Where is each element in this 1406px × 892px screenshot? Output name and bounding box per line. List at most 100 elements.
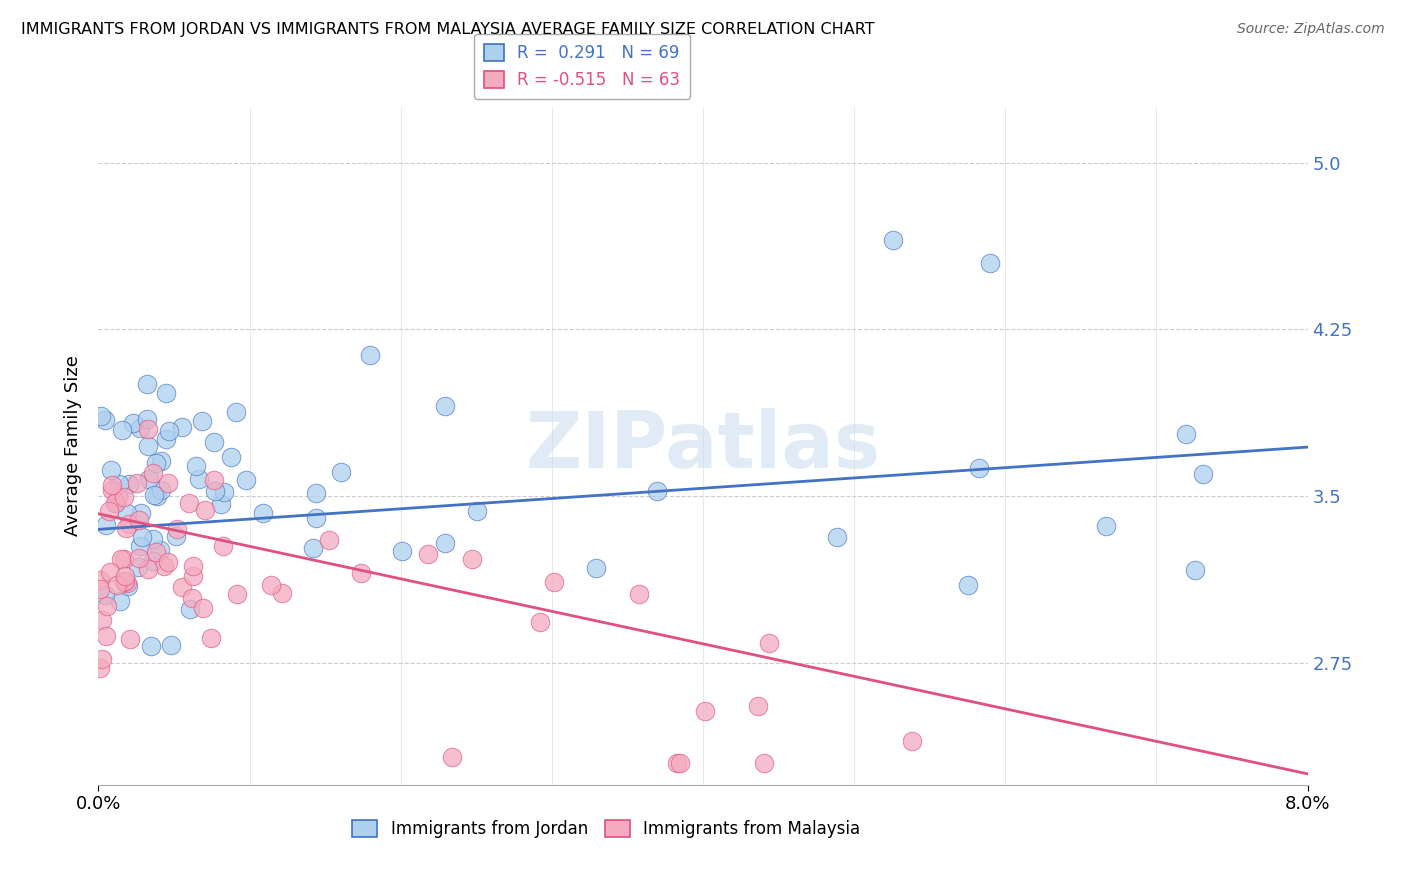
Point [139, 639, 162, 653]
Point [115, 576, 138, 591]
Point [170, 580, 193, 594]
Point [117, 579, 139, 593]
Point [105, 496, 128, 510]
Point [135, 377, 157, 392]
Point [647, 484, 669, 499]
Point [127, 475, 149, 490]
Point [209, 497, 232, 511]
Point [128, 550, 150, 565]
Point [146, 490, 169, 504]
Point [747, 698, 769, 713]
Point [121, 416, 143, 430]
Point [128, 513, 150, 527]
Point [100, 483, 122, 497]
Point [184, 458, 207, 473]
Point [191, 600, 214, 615]
Point [260, 577, 283, 591]
Point [211, 539, 233, 553]
Text: IMMIGRANTS FROM JORDAN VS IMMIGRANTS FROM MALAYSIA AVERAGE FAMILY SIZE CORRELATI: IMMIGRANTS FROM JORDAN VS IMMIGRANTS FRO… [21, 22, 875, 37]
Point [190, 414, 212, 428]
Point [467, 504, 489, 518]
Point [350, 566, 373, 581]
Point [181, 591, 204, 605]
Point [318, 533, 340, 547]
Point [93, 413, 115, 427]
Point [957, 577, 980, 591]
Point [138, 471, 160, 485]
Point [187, 472, 209, 486]
Point [150, 453, 173, 467]
Point [145, 456, 167, 470]
Point [98, 565, 121, 579]
Point [96, 599, 118, 614]
Point [752, 756, 775, 770]
Point [440, 750, 463, 764]
Point [131, 530, 153, 544]
Point [225, 405, 247, 419]
Point [585, 561, 607, 575]
Point [118, 476, 141, 491]
Point [433, 400, 456, 414]
Point [416, 547, 439, 561]
Y-axis label: Average Family Size: Average Family Size [65, 356, 83, 536]
Point [136, 439, 159, 453]
Point [666, 756, 689, 770]
Point [98, 504, 121, 518]
Point [110, 552, 132, 566]
Text: Source: ZipAtlas.com: Source: ZipAtlas.com [1237, 22, 1385, 37]
Point [305, 511, 328, 525]
Point [194, 503, 217, 517]
Point [979, 255, 1001, 269]
Point [111, 423, 134, 437]
Point [181, 568, 204, 582]
Point [157, 555, 180, 569]
Point [112, 574, 135, 589]
Point [758, 636, 780, 650]
Point [156, 476, 179, 491]
Point [89, 573, 111, 587]
Point [214, 484, 236, 499]
Point [142, 554, 165, 568]
Point [143, 488, 166, 502]
Point [90, 613, 112, 627]
Point [166, 522, 188, 536]
Point [359, 348, 381, 362]
Point [89, 582, 111, 596]
Legend: Immigrants from Jordan, Immigrants from Malaysia: Immigrants from Jordan, Immigrants from … [346, 813, 866, 845]
Point [127, 560, 149, 574]
Point [825, 530, 848, 544]
Point [433, 535, 456, 549]
Point [104, 495, 127, 509]
Point [204, 483, 226, 498]
Point [305, 486, 328, 500]
Point [271, 586, 294, 600]
Point [461, 552, 484, 566]
Point [668, 756, 690, 770]
Point [90, 652, 112, 666]
Point [302, 541, 325, 555]
Point [693, 704, 716, 718]
Point [1095, 519, 1118, 533]
Point [177, 496, 200, 510]
Point [159, 638, 181, 652]
Point [142, 532, 165, 546]
Point [129, 420, 152, 434]
Point [100, 478, 122, 492]
Point [108, 593, 131, 607]
Point [114, 574, 136, 589]
Point [225, 587, 247, 601]
Point [105, 578, 128, 592]
Point [901, 734, 924, 748]
Point [330, 465, 353, 479]
Point [142, 466, 165, 480]
Point [149, 543, 172, 558]
Point [145, 545, 167, 559]
Point [155, 386, 177, 401]
Point [90, 409, 112, 423]
Point [153, 559, 176, 574]
Point [969, 461, 991, 475]
Point [202, 434, 225, 449]
Point [252, 506, 274, 520]
Point [200, 632, 222, 646]
Point [155, 432, 177, 446]
